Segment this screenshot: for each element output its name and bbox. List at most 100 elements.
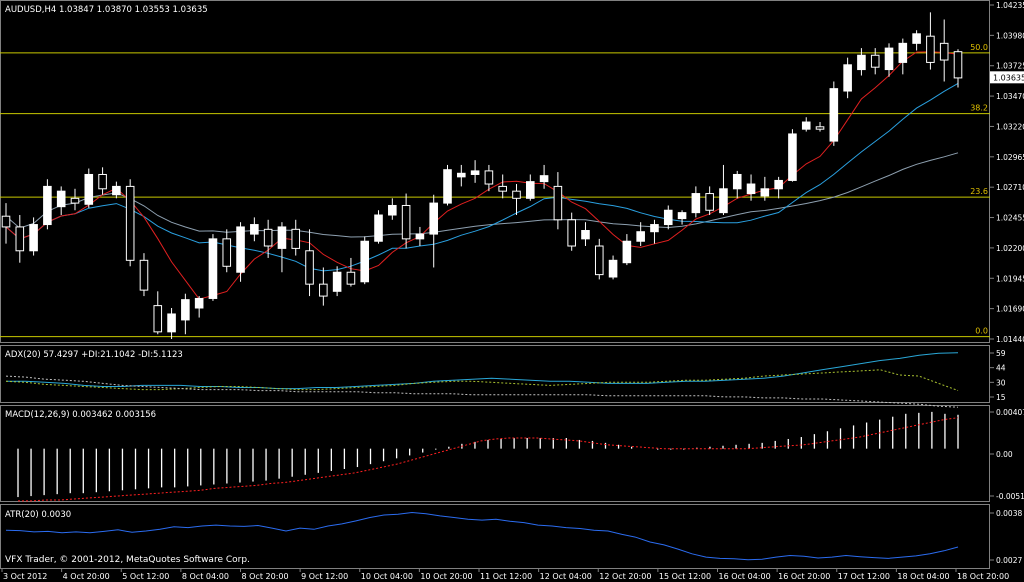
x-tick-label: 12 Oct 20:00 <box>599 572 651 581</box>
candle-bear <box>70 197 80 204</box>
macd-tick-label: 0.00 <box>996 450 1013 459</box>
candle-bull <box>525 181 535 199</box>
price-tick-label: 1.02200 <box>996 244 1024 253</box>
candle-bull <box>746 183 756 195</box>
candle-bear <box>153 305 163 333</box>
candle-bull <box>208 238 218 299</box>
candle-bull <box>84 173 94 205</box>
macd-panel <box>0 405 990 502</box>
adx-chart <box>5 352 959 408</box>
candle-bull <box>374 214 383 242</box>
adx-tick-label: 59 <box>996 349 1006 358</box>
candle-bull <box>388 204 397 216</box>
candle-bull <box>636 231 645 242</box>
candle-bear <box>484 170 494 185</box>
candle-bear <box>263 228 273 247</box>
candle-bear <box>291 228 301 249</box>
candle-bull <box>912 33 921 44</box>
x-tick-label: 9 Oct 12:00 <box>301 572 348 581</box>
macd-title: MACD(12,26,9) 0.003462 0.003156 <box>5 410 156 420</box>
candle-bull <box>181 299 190 321</box>
atr-tick-label: 0.0027 <box>996 556 1022 565</box>
candle-bear <box>15 226 25 252</box>
atr-line <box>5 511 959 561</box>
macd-tick-label: -0.005111 <box>996 492 1024 501</box>
candle-bear <box>870 54 880 68</box>
candle-bull <box>857 54 866 71</box>
candle-bull <box>236 226 245 273</box>
candle-bull <box>898 42 908 63</box>
candle-bull <box>250 224 259 235</box>
price-tick-label: 1.01945 <box>996 274 1024 283</box>
candle-bear <box>139 259 149 291</box>
candle-bear <box>305 250 314 285</box>
atr-chart <box>5 511 959 561</box>
candle-bull <box>622 240 632 264</box>
x-tick-label: 17 Oct 12:00 <box>838 572 890 581</box>
candle-bull <box>650 224 659 233</box>
ma-medium-line <box>5 82 959 272</box>
price-tick-label: 1.02965 <box>996 153 1024 162</box>
adx-panel <box>0 345 990 403</box>
price-tick-label: 1.03470 <box>996 92 1024 101</box>
x-tick-label: 5 Oct 12:00 <box>122 572 169 581</box>
candle-bear <box>498 185 507 192</box>
price-title: AUDUSD,H4 1.03847 1.03870 1.03553 1.0363… <box>5 5 208 15</box>
candle-bull <box>760 188 770 197</box>
ma-fast-line <box>5 51 959 300</box>
x-tick-label: 11 Oct 12:00 <box>480 572 532 581</box>
x-tick-label: 8 Oct 20:00 <box>242 572 289 581</box>
adx-tick-label: 44 <box>996 364 1006 373</box>
candle-bull <box>677 212 687 220</box>
candle-bear <box>705 193 714 211</box>
adx-series-line <box>5 369 959 391</box>
price-tick-label: 1.03725 <box>996 62 1024 71</box>
candle-bear <box>222 238 232 267</box>
price-tick-label: 1.02710 <box>996 183 1024 192</box>
adx-title: ADX(20) 57.4297 +DI:21.1042 -DI:5.1123 <box>5 350 183 360</box>
macd-chart <box>17 411 959 502</box>
x-tick-label: 12 Oct 04:00 <box>540 572 592 581</box>
candle-bear <box>567 219 576 247</box>
adx-series-line <box>6 352 959 390</box>
candle-bull <box>663 209 673 226</box>
candle-bull <box>884 47 894 71</box>
adx-tick-label: 15 <box>996 393 1006 402</box>
candle-bull <box>415 233 425 240</box>
candle-bear <box>1 215 11 228</box>
x-tick-label: 18 Oct 04:00 <box>897 572 949 581</box>
candle-bull <box>457 172 466 178</box>
candle-bull <box>443 169 452 204</box>
candle-bull <box>581 230 590 240</box>
candle-bull <box>608 259 618 278</box>
candle-bear <box>553 185 563 221</box>
fib-level-label: 0.0 <box>975 327 988 336</box>
ma-slow-line <box>5 152 959 238</box>
candle-bull <box>56 190 66 208</box>
candle-bull <box>167 313 176 333</box>
candle-bull <box>539 175 549 183</box>
price-tick-label: 1.04235 <box>996 1 1024 10</box>
price-tick-label: 1.03980 <box>996 31 1024 40</box>
candle-bear <box>594 245 604 276</box>
macd-tick-label: 0.004071 <box>996 408 1024 417</box>
candle-bear <box>346 271 356 285</box>
price-tick-label: 1.01440 <box>996 335 1024 344</box>
last-price-label: 1.03635 <box>993 73 1024 82</box>
candle-bear <box>815 126 825 130</box>
atr-tick-label: 0.0038 <box>996 509 1022 518</box>
candle-bull <box>691 193 701 214</box>
candle-bull <box>732 173 742 190</box>
price-tick-label: 1.02455 <box>996 214 1024 223</box>
candle-bull <box>774 179 783 190</box>
fib-level-label: 23.6 <box>970 187 988 196</box>
candle-bull <box>788 133 797 181</box>
fib-level-label: 38.2 <box>970 104 988 113</box>
candle-bear <box>939 42 949 61</box>
x-tick-label: 10 Oct 20:00 <box>420 572 472 581</box>
candle-bear <box>98 173 107 190</box>
price-chart: 50.0 38.2 23.6 0.0 1.03635 <box>0 12 1024 339</box>
last-price-marker <box>990 71 1024 84</box>
